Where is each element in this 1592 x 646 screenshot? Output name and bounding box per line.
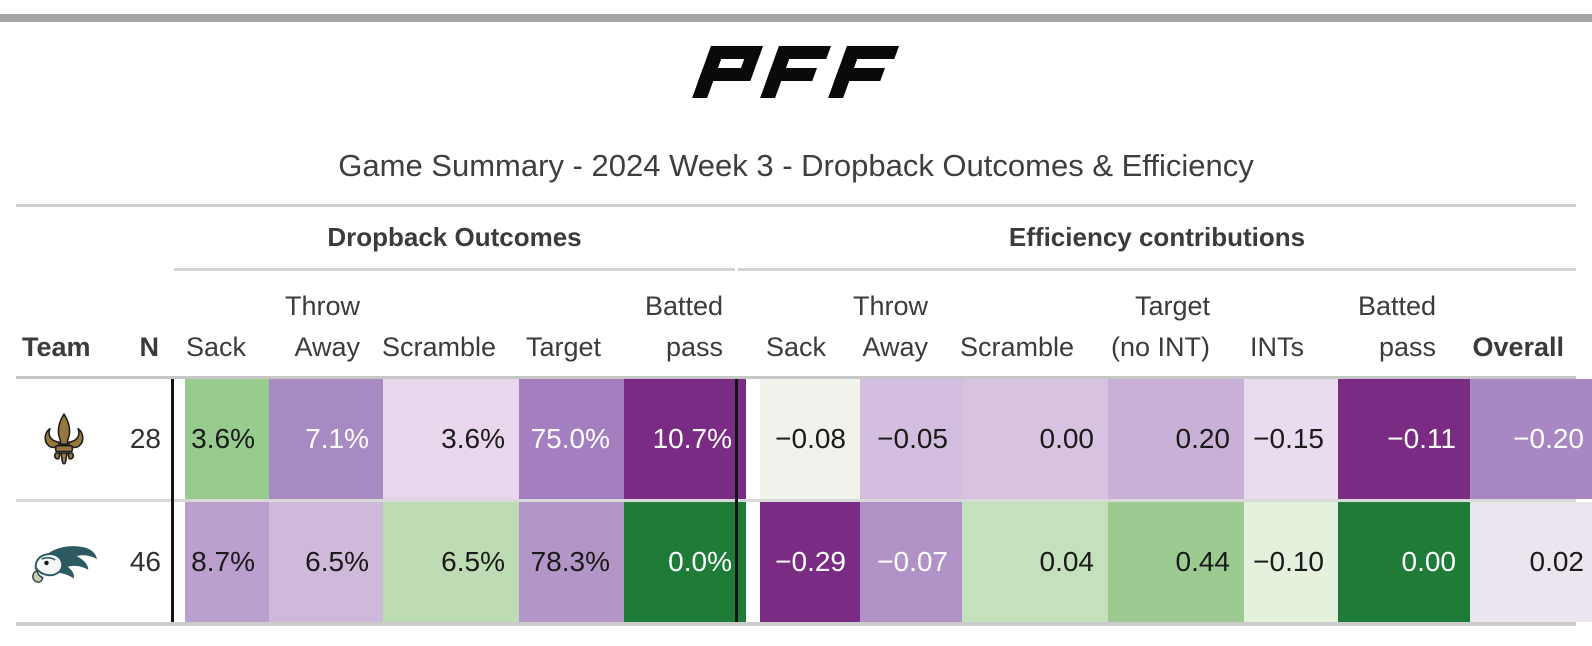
column-header-row: Team N Sack Throw Away Scramble Target Ba… <box>16 271 1576 376</box>
cell-overall: 0.02 <box>1470 502 1592 622</box>
column-divider-line <box>171 379 174 622</box>
col-header-target: Target <box>525 332 601 362</box>
cell-batted-pass-pct: 0.0% <box>624 502 746 622</box>
cell-eff-sack: −0.08 <box>760 379 860 499</box>
col-header-overall: Overall <box>1472 332 1564 362</box>
col-header-scramble: Scramble <box>381 332 496 362</box>
cell-eff-throw-away: −0.07 <box>860 502 962 622</box>
col-header-eff-throw-away: Throw Away <box>852 291 928 362</box>
cell-eff-target-no-int: 0.20 <box>1108 379 1244 499</box>
page-title: Game Summary - 2024 Week 3 - Dropback Ou… <box>338 148 1254 183</box>
col-header-eff-ints: INTs <box>1250 332 1304 362</box>
cell-eff-sack: −0.29 <box>760 502 860 622</box>
col-header-eff-sack: Sack <box>765 332 826 362</box>
table-row-saints: 28 3.6% 7.1% 3.6% 75.0% 10.7% −0.08 −0.0… <box>16 379 1592 499</box>
cell-throw-away-pct: 6.5% <box>269 502 383 622</box>
cell-eff-batted-pass: 0.00 <box>1338 502 1470 622</box>
cell-sack-pct: 3.6% <box>185 379 269 499</box>
group-header-row: Dropback Outcomes Efficiency contributio… <box>16 207 1576 271</box>
n-cell: 28 <box>129 423 161 454</box>
col-header-n: N <box>139 332 160 362</box>
col-header-eff-batted-pass: Batted pass <box>1357 291 1436 362</box>
cell-target-pct: 78.3% <box>519 502 624 622</box>
row-separator <box>16 499 1576 502</box>
pff-logo-icon <box>692 46 899 98</box>
cell-scramble-pct: 6.5% <box>383 502 519 622</box>
cell-eff-target-no-int: 0.44 <box>1108 502 1244 622</box>
col-header-team: Team <box>22 332 91 362</box>
col-header-sack: Sack <box>185 332 246 362</box>
saints-fleur-de-lis-logo <box>44 413 84 465</box>
cell-eff-ints: −0.10 <box>1244 502 1338 622</box>
col-header-batted-pass: Batted pass <box>644 291 723 362</box>
top-divider-bar <box>0 14 1592 22</box>
cell-eff-batted-pass: −0.11 <box>1338 379 1470 499</box>
cell-eff-scramble: 0.00 <box>962 379 1108 499</box>
group-divider-line <box>735 379 738 622</box>
team-cell-eagles <box>16 502 112 622</box>
summary-table: Dropback Outcomes Efficiency contributio… <box>16 204 1592 626</box>
cell-batted-pass-pct: 10.7% <box>624 379 746 499</box>
cell-throw-away-pct: 7.1% <box>269 379 383 499</box>
cell-eff-scramble: 0.04 <box>962 502 1108 622</box>
col-header-eff-target-no-int: Target (no INT) <box>1110 291 1210 362</box>
cell-target-pct: 75.0% <box>519 379 624 499</box>
eagles-eagle-head-logo <box>32 546 98 583</box>
cell-eff-throw-away: −0.05 <box>860 379 962 499</box>
pff-logo <box>0 44 1592 100</box>
cell-overall: −0.20 <box>1470 379 1592 499</box>
row-spacer <box>746 502 760 622</box>
table-top-rule <box>16 204 1576 207</box>
table-bottom-rule <box>16 622 1576 626</box>
group-header-efficiency-contributions: Efficiency contributions <box>738 207 1576 271</box>
cell-eff-ints: −0.15 <box>1244 379 1338 499</box>
col-header-throw-away: Throw Away <box>284 291 360 362</box>
table-row-eagles: 46 8.7% 6.5% 6.5% 78.3% 0.0% −0.29 −0.07… <box>16 502 1592 622</box>
cell-sack-pct: 8.7% <box>185 502 269 622</box>
col-header-eff-scramble: Scramble <box>959 332 1074 362</box>
header-bottom-rule <box>16 376 1576 379</box>
cell-scramble-pct: 3.6% <box>383 379 519 499</box>
row-spacer <box>746 379 760 499</box>
n-cell: 46 <box>129 546 161 577</box>
group-header-dropback-outcomes: Dropback Outcomes <box>174 207 735 271</box>
team-cell-saints <box>16 379 112 499</box>
